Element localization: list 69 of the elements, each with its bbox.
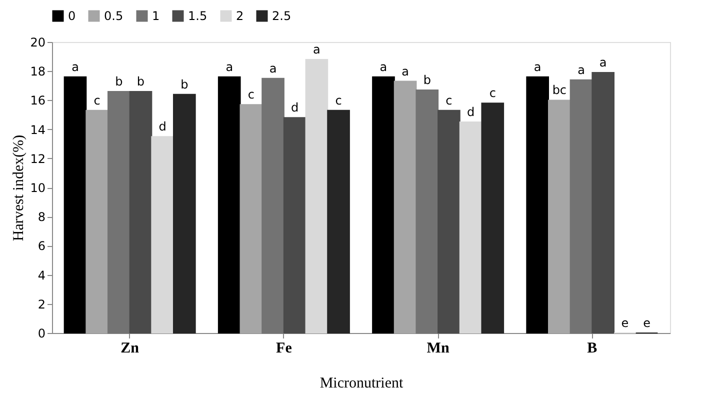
bar [327,110,350,334]
data-label: a [226,60,234,74]
data-label: a [269,61,277,76]
bar [416,90,439,334]
bar [570,79,593,334]
y-tick-label: 12 [30,152,46,166]
data-label: d [158,120,166,134]
data-label: a [599,56,607,70]
y-tick-label: 14 [30,122,46,137]
data-label: a [313,42,320,56]
y-tick-label: 8 [38,210,46,224]
bar [394,80,417,334]
data-label: b [136,74,145,88]
y-tick-label: 4 [38,268,46,282]
bar [129,90,152,334]
y-axis-title: Harvest index(%) [11,134,28,242]
y-tick-label: 20 [30,36,46,50]
bar [240,104,263,334]
data-label: b [423,73,431,88]
data-label: d [466,105,475,120]
legend-label: 1 [152,9,160,23]
bar [372,76,395,334]
bar [283,117,306,334]
bar [305,58,328,334]
bar [459,122,482,334]
y-tick-label: 6 [38,239,46,254]
bar [107,90,130,334]
x-tick-label: Fe [276,340,292,356]
data-label: b [180,77,188,92]
bar [86,110,108,334]
data-label: c [94,93,100,108]
bar [526,76,550,334]
x-tick-label: Zn [120,340,140,356]
bar [151,136,174,334]
bar [262,78,284,334]
data-label: c [335,93,342,108]
bar [438,110,460,334]
legend-label: 0 [68,9,76,23]
data-label: a [534,60,542,74]
legend-label: 0.5 [104,9,124,23]
x-tick-label: Mn [426,340,450,356]
y-tick-label: 10 [30,181,46,195]
bar [548,100,571,334]
data-label: d [291,100,299,115]
y-tick-label: 2 [38,297,46,312]
data-label: c [446,93,452,108]
data-label: a [72,60,79,74]
y-tick-label: 18 [30,64,46,79]
data-label: c [248,88,254,102]
x-tick-label: B [587,340,598,356]
data-label: e [621,316,629,330]
y-tick-label: 16 [30,94,46,108]
data-label: a [380,60,388,74]
data-label: e [643,316,650,330]
bar [218,76,241,334]
data-label: c [489,86,496,100]
legend-label: 2 [236,9,244,23]
data-label: a [402,64,409,78]
bar [481,102,504,334]
x-axis-title: Micronutrient [320,376,404,392]
bar [172,94,196,334]
bar [592,72,615,334]
data-label: bc [552,83,567,98]
legend-label: 2.5 [272,9,292,23]
data-label: b [115,74,123,88]
data-label: a [578,62,585,77]
bar [64,76,87,334]
legend-label: 1.5 [188,9,208,23]
y-tick-label: 0 [38,326,46,340]
